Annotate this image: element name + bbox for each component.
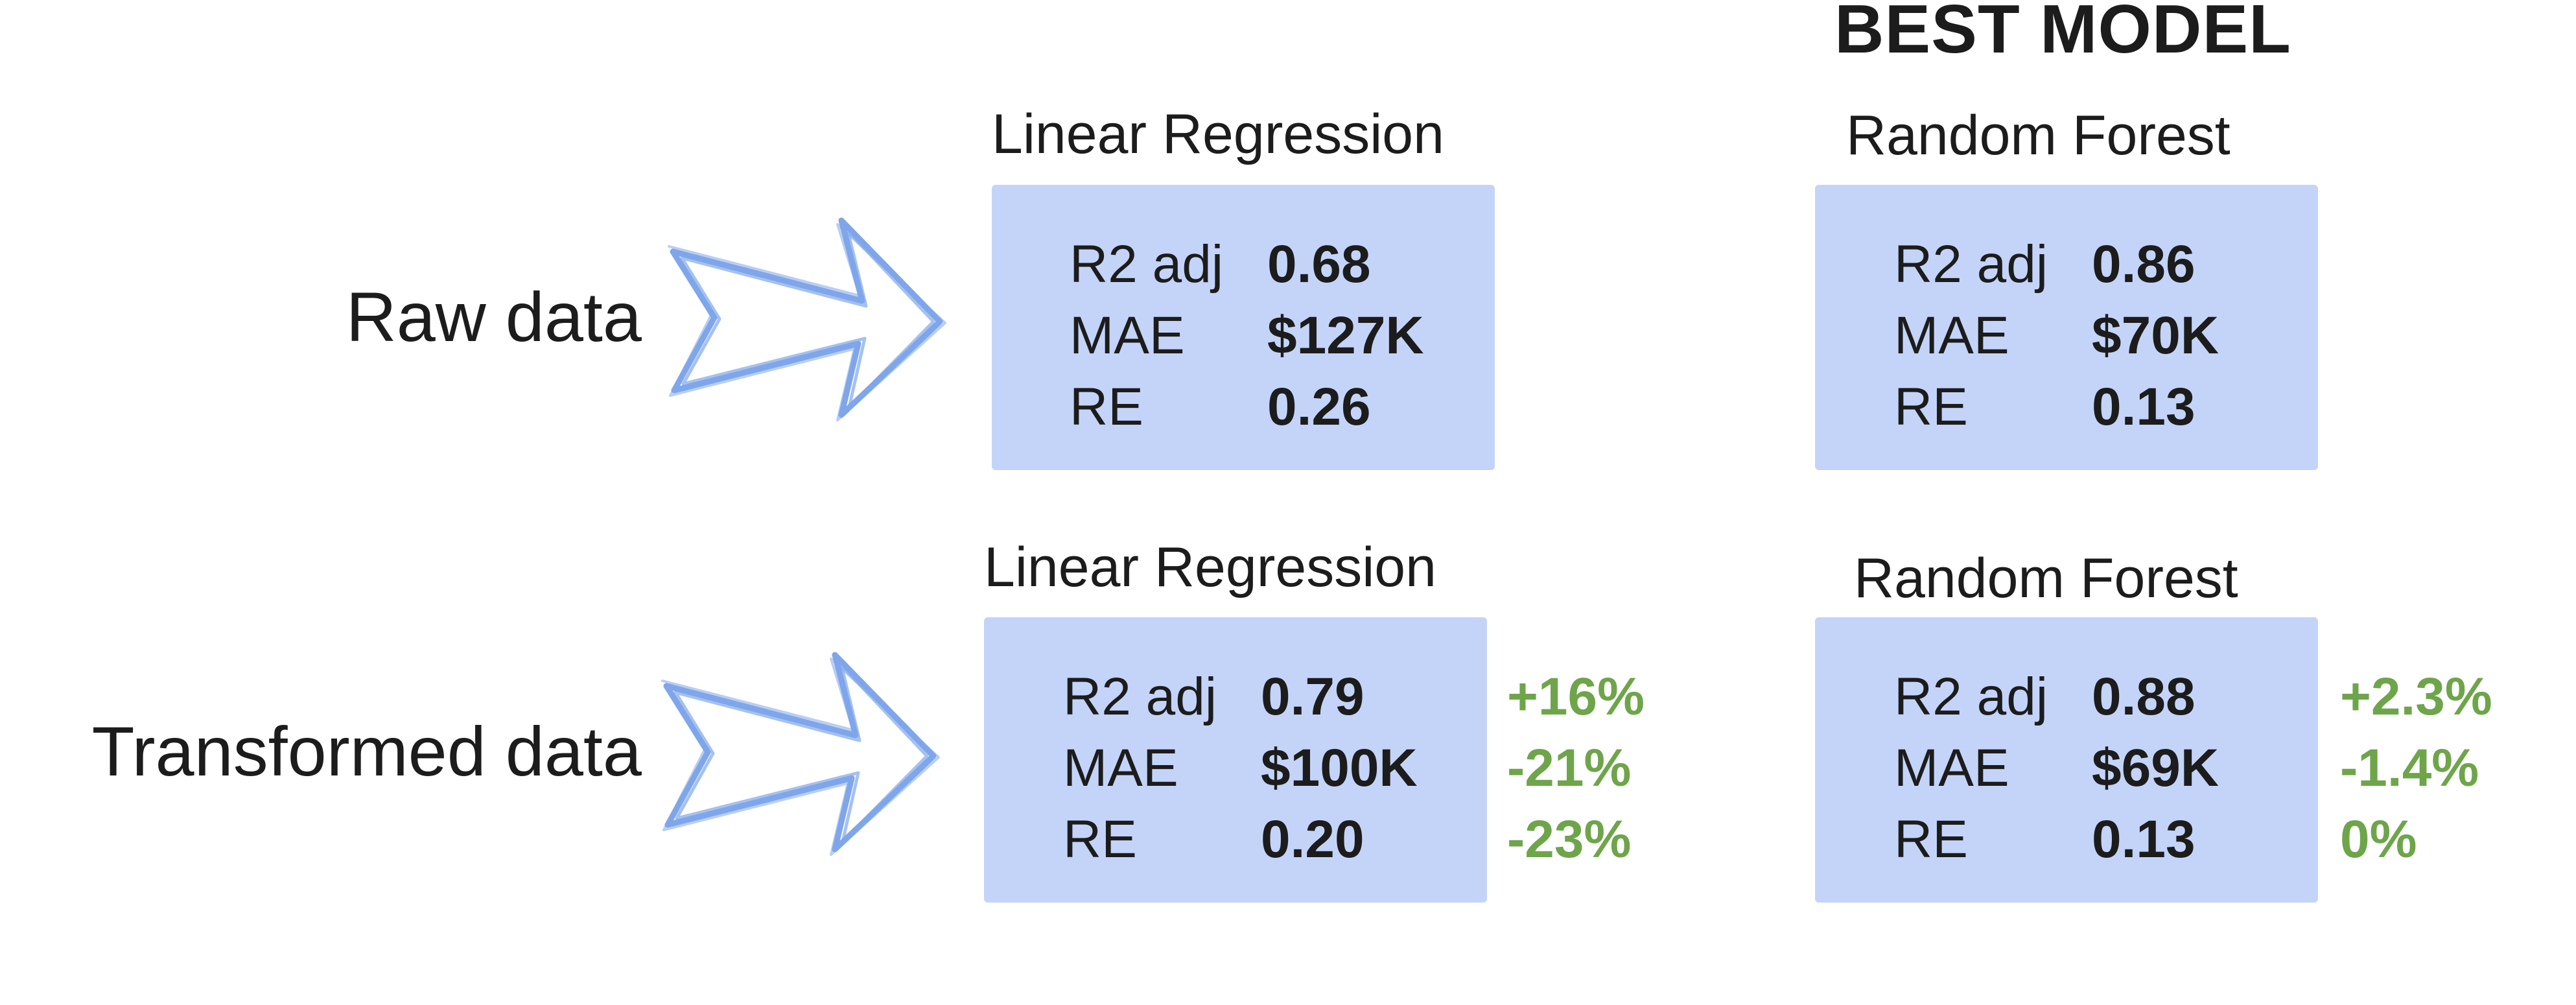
metric-name: RE	[1894, 810, 1968, 869]
metric-name: MAE	[1894, 739, 2009, 798]
change-r2-adj: +2.3%	[2340, 667, 2492, 726]
metric-value: 0.88	[2092, 667, 2195, 726]
metric-value: 0.86	[2092, 235, 2195, 294]
metrics-panel-random-forest-transformed: R2 adj 0.88 MAE $69K RE 0.13	[1815, 617, 2318, 903]
metric-value: 0.13	[2092, 810, 2195, 869]
change-mae: -1.4%	[2340, 739, 2479, 798]
row-label-transformed-data: Transformed data	[91, 712, 642, 790]
model-title-linear-regression-raw: Linear Regression	[992, 103, 1444, 165]
model-title-random-forest-raw: Random Forest	[1846, 104, 2231, 167]
metric-name: MAE	[1070, 306, 1185, 365]
metric-name: RE	[1070, 377, 1143, 436]
metric-name: MAE	[1894, 306, 2009, 365]
metric-name: R2 adj	[1063, 667, 1217, 726]
change-r2-adj: +16%	[1507, 667, 1645, 726]
metric-value: 0.26	[1267, 377, 1371, 436]
metric-name: MAE	[1063, 739, 1178, 798]
change-re: 0%	[2340, 810, 2417, 869]
metric-value: 0.20	[1261, 810, 1364, 869]
change-mae: -21%	[1507, 739, 1632, 798]
model-title-random-forest-transformed: Random Forest	[1854, 547, 2238, 609]
row-label-raw-data: Raw data	[345, 278, 642, 356]
hand-drawn-right-arrow-icon	[661, 652, 940, 856]
model-title-linear-regression-transformed: Linear Regression	[984, 536, 1436, 598]
metric-name: RE	[1894, 377, 1968, 436]
metrics-panel-linear-regression-raw: R2 adj 0.68 MAE $127K RE 0.26	[992, 185, 1495, 470]
metric-value: $69K	[2092, 739, 2219, 798]
hand-drawn-right-arrow-icon	[668, 217, 946, 421]
metric-value: $100K	[1261, 739, 1418, 798]
metric-value: 0.68	[1267, 235, 1371, 294]
metric-name: R2 adj	[1070, 235, 1224, 294]
metric-value: 0.13	[2092, 377, 2195, 436]
metric-name: RE	[1063, 810, 1137, 869]
metric-value: 0.79	[1261, 667, 1364, 726]
metrics-panel-linear-regression-transformed: R2 adj 0.79 MAE $100K RE 0.20	[984, 617, 1487, 903]
metric-name: R2 adj	[1894, 235, 2048, 294]
change-re: -23%	[1507, 810, 1632, 869]
best-model-label: BEST MODEL	[1834, 0, 2291, 67]
change-column-random-forest: +2.3% -1.4% 0%	[2340, 661, 2547, 875]
metric-value: $127K	[1267, 306, 1424, 365]
change-column-linear-regression: +16% -21% -23%	[1507, 661, 1715, 875]
metric-name: R2 adj	[1894, 667, 2048, 726]
metrics-panel-random-forest-raw: R2 adj 0.86 MAE $70K RE 0.13	[1815, 185, 2318, 470]
metric-value: $70K	[2092, 306, 2219, 365]
